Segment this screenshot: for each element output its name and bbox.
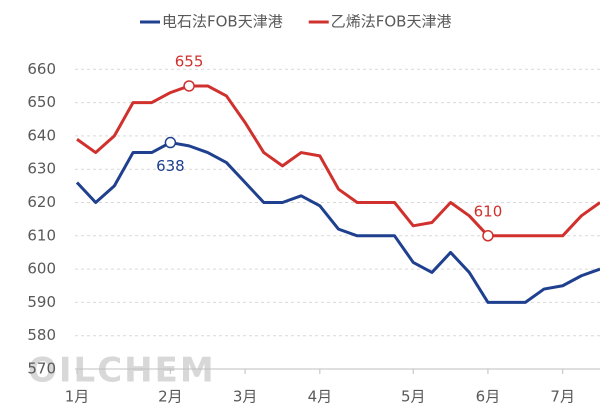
x-tick-label: 3月 <box>233 388 258 406</box>
series-line <box>75 141 600 304</box>
point-marker <box>482 230 494 242</box>
x-tick-label: 6月 <box>476 388 501 406</box>
y-tick-label: 600 <box>27 260 56 278</box>
series-line <box>76 84 600 238</box>
legend-label: 电石法FOB天津港 <box>162 13 283 31</box>
y-tick-label: 640 <box>27 126 56 144</box>
data-label: 638 <box>156 157 185 175</box>
x-tick-label: 7月 <box>550 388 575 406</box>
watermark: OILCHEM <box>28 351 216 391</box>
legend-label: 乙烯法FOB天津港 <box>331 13 452 31</box>
y-tick-label: 610 <box>27 226 56 244</box>
data-label: 655 <box>175 52 204 70</box>
y-tick-label: 650 <box>27 93 56 111</box>
y-tick-label: 660 <box>27 60 56 78</box>
x-tick-label: 2月 <box>158 388 183 406</box>
data-label: 610 <box>474 202 503 220</box>
x-tick-label: 1月 <box>65 388 90 406</box>
y-tick-label: 590 <box>27 293 56 311</box>
x-tick-label: 4月 <box>308 388 333 406</box>
y-tick-label: 630 <box>27 160 56 178</box>
y-tick-label: 580 <box>27 326 56 344</box>
y-tick-label: 620 <box>27 193 56 211</box>
y-tick-label: 570 <box>27 360 56 378</box>
x-tick-label: 5月 <box>401 388 426 406</box>
point-marker <box>183 80 195 92</box>
point-marker <box>164 136 177 149</box>
